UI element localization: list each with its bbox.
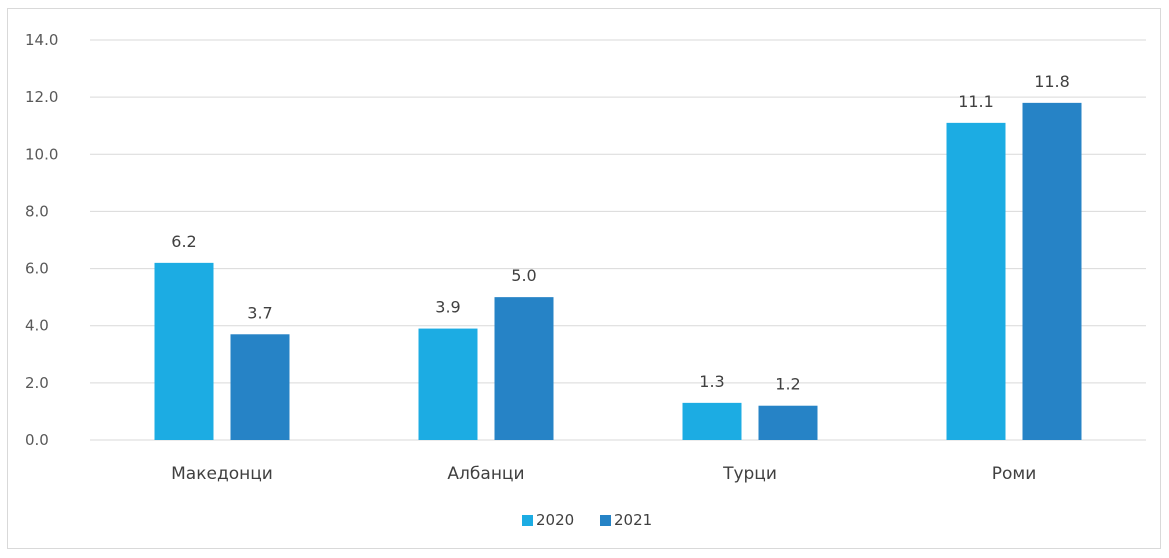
y-tick-label: 10.0 (25, 145, 58, 163)
y-tick-label: 12.0 (25, 88, 58, 106)
y-tick-label: 0.0 (25, 431, 49, 449)
bar-2020-2 (418, 328, 478, 440)
data-label: 6.2 (171, 232, 196, 251)
legend-label: 2021 (614, 511, 652, 529)
data-label: 3.9 (435, 298, 460, 317)
legend-swatch-2021 (600, 515, 611, 526)
bar-2021-1 (230, 334, 290, 440)
y-tick-label: 4.0 (25, 317, 49, 335)
data-label: 11.1 (958, 92, 994, 111)
data-label: 1.2 (775, 375, 800, 394)
y-tick-label: 6.0 (25, 260, 49, 278)
bar-2020-4 (946, 122, 1006, 440)
bar-2021-2 (494, 297, 554, 440)
x-category-label: Македонци (171, 464, 273, 484)
data-label: 11.8 (1034, 72, 1070, 91)
y-tick-label: 2.0 (25, 374, 49, 392)
x-category-label: Турци (722, 464, 777, 484)
y-tick-label: 8.0 (25, 202, 49, 220)
data-label: 3.7 (247, 303, 272, 322)
x-category-label: Албанци (447, 464, 524, 484)
x-category-label: Роми (992, 464, 1037, 484)
legend-label: 2020 (536, 511, 574, 529)
bar-2021-3 (758, 405, 818, 440)
bar-2021-4 (1022, 102, 1082, 440)
data-label: 5.0 (511, 266, 536, 285)
bar-2020-3 (682, 402, 742, 440)
y-tick-label: 14.0 (25, 31, 58, 49)
data-label: 1.3 (699, 372, 724, 391)
bar-2020-1 (154, 262, 214, 440)
legend-swatch-2020 (522, 515, 533, 526)
